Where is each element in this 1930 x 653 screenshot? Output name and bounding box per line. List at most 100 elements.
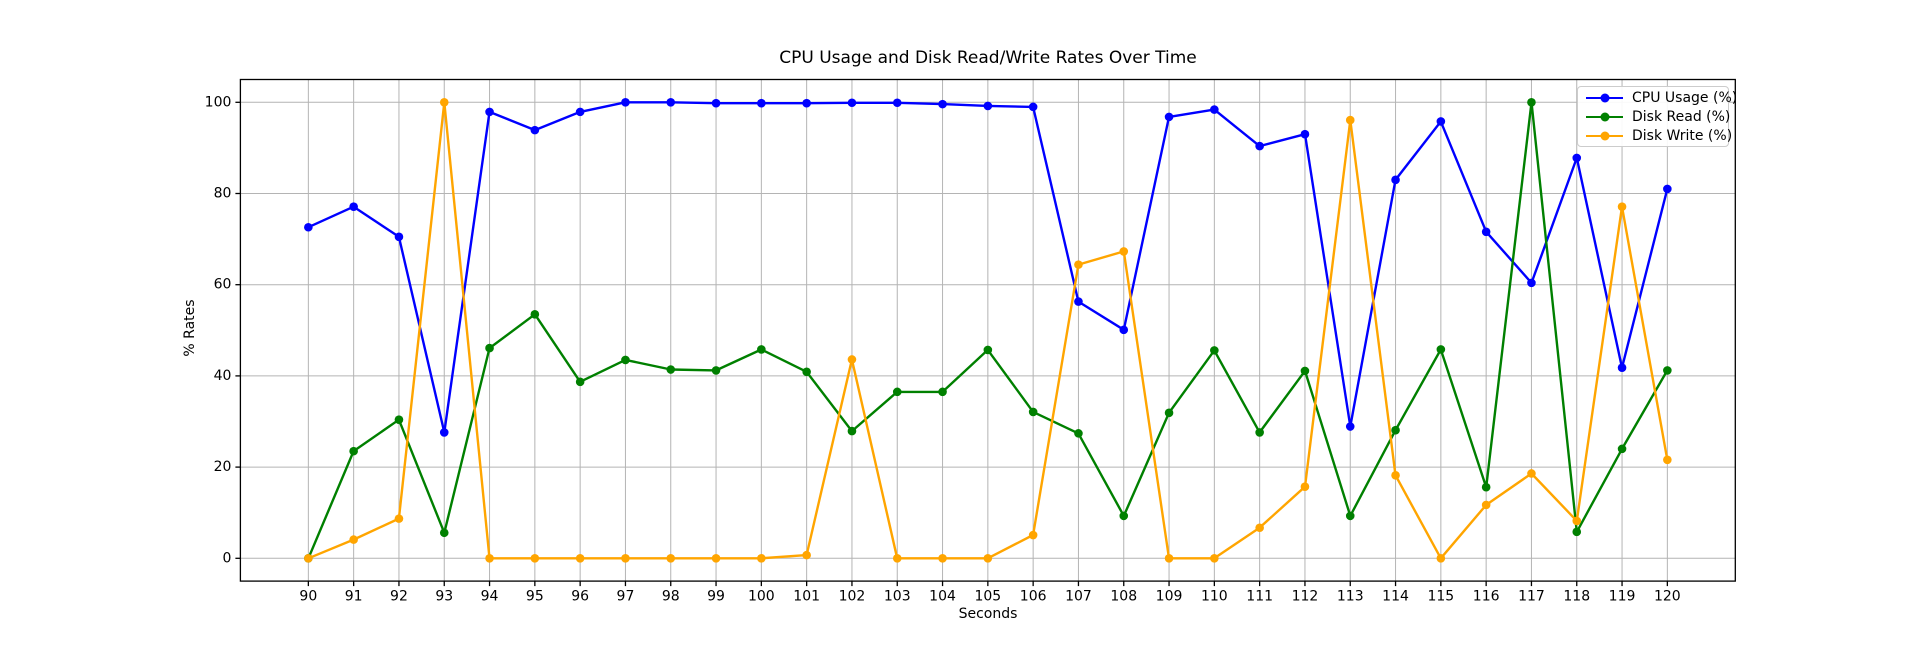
- data-point-disk-read: [1663, 366, 1672, 375]
- y-tick-label: 0: [222, 550, 231, 566]
- data-point-disk-write: [1481, 500, 1491, 510]
- data-point-disk-read: [1210, 346, 1219, 355]
- data-point-disk-read: [1345, 511, 1355, 521]
- x-tick-label: 112: [1292, 589, 1319, 605]
- data-point-disk-write: [485, 554, 494, 563]
- x-tick-label: 120: [1654, 589, 1681, 605]
- x-tick-label: 115: [1427, 589, 1454, 605]
- data-point-disk-write: [1345, 115, 1355, 125]
- data-point-disk-read: [394, 415, 404, 424]
- x-tick-label: 106: [1020, 589, 1047, 605]
- data-point-disk-read: [349, 446, 358, 456]
- x-tick-label: 94: [481, 589, 499, 605]
- data-point-cpu-usage: [530, 125, 540, 135]
- y-tick-label: 40: [214, 368, 232, 384]
- data-point-disk-write: [439, 98, 449, 107]
- data-point-disk-write: [1617, 202, 1627, 212]
- data-point-cpu-usage: [349, 202, 358, 212]
- legend-item: Disk Read (%): [1586, 107, 1731, 126]
- data-point-disk-read: [1572, 527, 1582, 537]
- x-tick-label: 96: [571, 589, 589, 605]
- data-point-disk-write: [304, 554, 313, 563]
- data-point-disk-write: [892, 554, 902, 563]
- data-point-disk-write: [530, 554, 540, 563]
- data-point-cpu-usage: [938, 99, 947, 109]
- data-point-disk-read: [530, 310, 540, 319]
- data-point-disk-write: [394, 514, 404, 523]
- x-tick-label: 105: [974, 589, 1001, 605]
- x-tick-label: 91: [345, 589, 363, 605]
- data-point-cpu-usage: [394, 232, 404, 242]
- legend-item: Disk Write (%): [1586, 126, 1732, 145]
- y-axis-label: % Rates: [182, 299, 198, 357]
- data-point-disk-read: [1527, 98, 1536, 107]
- data-point-cpu-usage: [1617, 363, 1627, 372]
- x-tick-label: 108: [1110, 589, 1137, 605]
- data-point-disk-read: [1074, 429, 1083, 438]
- data-point-disk-read: [1164, 408, 1174, 418]
- x-tick-label: 110: [1201, 589, 1228, 605]
- y-tick-label: 60: [214, 277, 232, 293]
- x-tick-label: 92: [390, 589, 408, 605]
- data-point-cpu-usage: [983, 101, 993, 111]
- legend-label: Disk Write (%): [1632, 127, 1733, 144]
- x-tick-label: 98: [662, 589, 680, 605]
- data-point-disk-read: [1028, 407, 1038, 417]
- data-point-cpu-usage: [1210, 105, 1219, 114]
- x-tick-label: 100: [748, 589, 775, 605]
- data-point-cpu-usage: [485, 107, 494, 117]
- data-point-cpu-usage: [1663, 184, 1672, 194]
- data-point-disk-write: [1210, 554, 1219, 563]
- data-point-disk-read: [1255, 428, 1264, 437]
- data-point-cpu-usage: [1527, 278, 1536, 288]
- x-tick-label: 114: [1382, 589, 1409, 605]
- data-point-cpu-usage: [802, 98, 811, 108]
- data-point-disk-write: [711, 554, 721, 563]
- data-point-disk-read: [439, 528, 449, 538]
- data-point-disk-read: [711, 366, 721, 375]
- data-point-cpu-usage: [1074, 297, 1083, 306]
- x-tick-label: 90: [299, 589, 317, 605]
- legend-label: Disk Read (%): [1632, 108, 1731, 125]
- data-point-cpu-usage: [439, 428, 449, 437]
- data-point-disk-write: [1391, 471, 1400, 480]
- x-tick-label: 107: [1065, 589, 1092, 605]
- data-point-cpu-usage: [1391, 175, 1400, 185]
- data-point-cpu-usage: [1028, 102, 1038, 112]
- data-point-cpu-usage: [757, 98, 766, 108]
- data-point-cpu-usage: [621, 98, 630, 107]
- x-axis-label: Seconds: [958, 606, 1018, 622]
- data-point-disk-write: [1527, 469, 1536, 478]
- data-point-disk-read: [983, 345, 993, 355]
- x-tick-label: 99: [707, 589, 725, 605]
- legend-marker-icon: [1586, 111, 1623, 122]
- data-point-disk-write: [1164, 554, 1174, 563]
- data-point-disk-read: [938, 387, 947, 397]
- data-point-cpu-usage: [1345, 422, 1355, 431]
- data-point-disk-read: [802, 367, 811, 377]
- data-point-cpu-usage: [847, 98, 857, 108]
- data-point-cpu-usage: [1119, 325, 1129, 335]
- data-point-cpu-usage: [1481, 227, 1491, 237]
- data-point-disk-write: [802, 550, 811, 560]
- data-point-disk-write: [938, 554, 947, 563]
- x-tick-label: 117: [1518, 589, 1545, 605]
- data-point-disk-read: [892, 387, 902, 397]
- data-point-cpu-usage: [1255, 141, 1264, 151]
- data-point-disk-write: [1074, 260, 1083, 269]
- data-point-disk-read: [1300, 366, 1310, 376]
- legend-marker-icon: [1586, 92, 1623, 103]
- x-tick-label: 111: [1246, 589, 1273, 605]
- data-point-disk-read: [666, 365, 676, 374]
- data-point-disk-read: [1481, 482, 1491, 492]
- data-point-cpu-usage: [1572, 153, 1582, 163]
- data-point-cpu-usage: [1164, 112, 1174, 122]
- data-point-disk-read: [485, 343, 494, 353]
- legend: CPU Usage (%) Disk Read (%) Disk Write (%): [1577, 86, 1737, 147]
- data-point-disk-read: [621, 355, 630, 365]
- x-tick-label: 104: [929, 589, 956, 605]
- y-tick-label: 80: [214, 186, 232, 202]
- data-point-disk-write: [757, 554, 766, 563]
